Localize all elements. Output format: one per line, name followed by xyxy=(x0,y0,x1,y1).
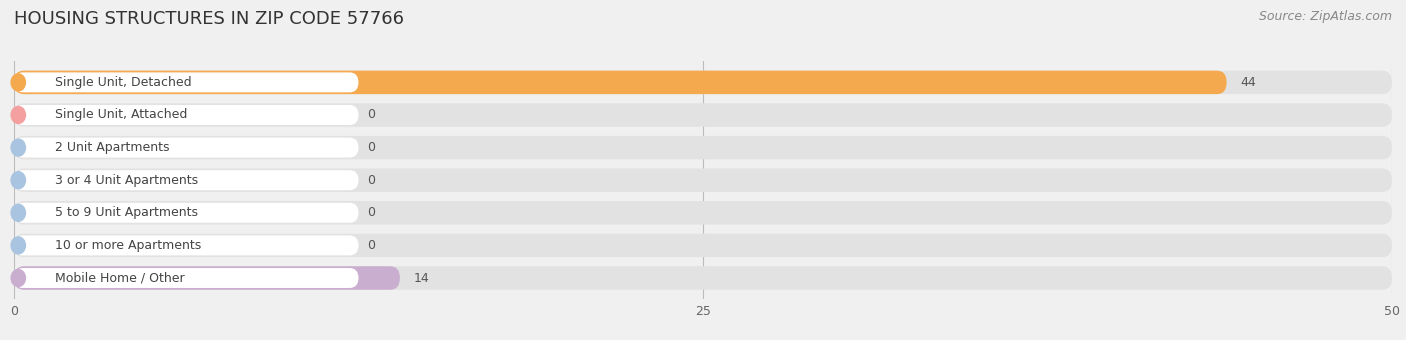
FancyBboxPatch shape xyxy=(14,268,359,288)
FancyBboxPatch shape xyxy=(14,201,1392,224)
Text: 44: 44 xyxy=(1240,76,1256,89)
Circle shape xyxy=(11,270,25,287)
Text: 3 or 4 Unit Apartments: 3 or 4 Unit Apartments xyxy=(55,174,198,187)
FancyBboxPatch shape xyxy=(14,138,359,157)
FancyBboxPatch shape xyxy=(14,170,359,190)
Text: 0: 0 xyxy=(367,239,375,252)
FancyBboxPatch shape xyxy=(14,103,1392,127)
Text: 2 Unit Apartments: 2 Unit Apartments xyxy=(55,141,170,154)
Text: Single Unit, Attached: Single Unit, Attached xyxy=(55,108,188,121)
FancyBboxPatch shape xyxy=(14,234,1392,257)
FancyBboxPatch shape xyxy=(14,71,1392,94)
Text: 0: 0 xyxy=(367,141,375,154)
FancyBboxPatch shape xyxy=(14,136,1392,159)
Text: HOUSING STRUCTURES IN ZIP CODE 57766: HOUSING STRUCTURES IN ZIP CODE 57766 xyxy=(14,10,404,28)
Text: 10 or more Apartments: 10 or more Apartments xyxy=(55,239,201,252)
Circle shape xyxy=(11,106,25,123)
FancyBboxPatch shape xyxy=(14,266,399,290)
FancyBboxPatch shape xyxy=(14,168,1392,192)
Circle shape xyxy=(11,139,25,156)
FancyBboxPatch shape xyxy=(14,235,359,255)
Text: 0: 0 xyxy=(367,174,375,187)
Text: 0: 0 xyxy=(367,206,375,219)
Circle shape xyxy=(11,237,25,254)
Text: Source: ZipAtlas.com: Source: ZipAtlas.com xyxy=(1258,10,1392,23)
Circle shape xyxy=(11,74,25,91)
FancyBboxPatch shape xyxy=(14,105,359,125)
FancyBboxPatch shape xyxy=(14,203,359,223)
Circle shape xyxy=(11,172,25,189)
Text: Single Unit, Detached: Single Unit, Detached xyxy=(55,76,193,89)
FancyBboxPatch shape xyxy=(14,72,359,92)
Text: 0: 0 xyxy=(367,108,375,121)
FancyBboxPatch shape xyxy=(14,266,1392,290)
Text: Mobile Home / Other: Mobile Home / Other xyxy=(55,272,186,285)
Circle shape xyxy=(11,204,25,221)
Text: 5 to 9 Unit Apartments: 5 to 9 Unit Apartments xyxy=(55,206,198,219)
FancyBboxPatch shape xyxy=(14,71,1226,94)
Text: 14: 14 xyxy=(413,272,429,285)
